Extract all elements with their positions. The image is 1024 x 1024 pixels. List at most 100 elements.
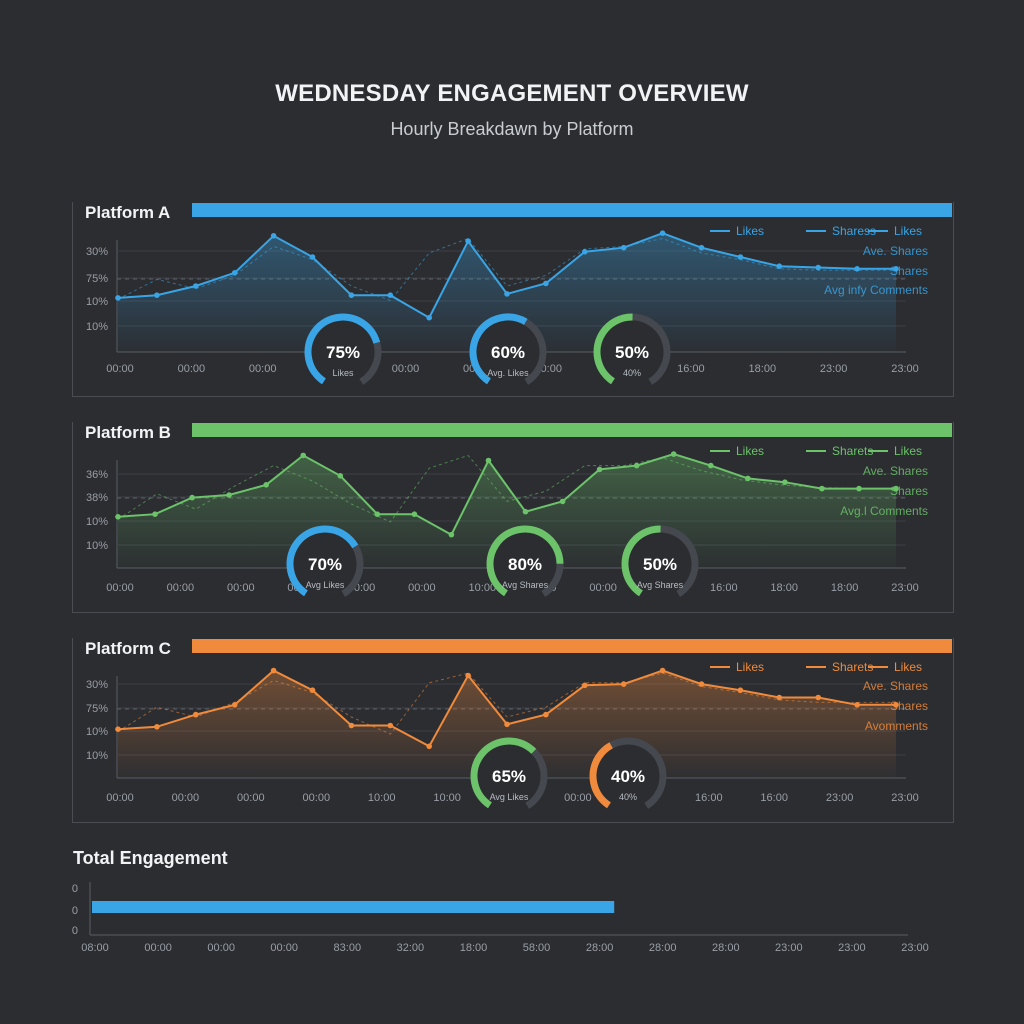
platform-c-y-tick-label: 75% [86,703,108,715]
platform-b-data-point [633,462,640,469]
platform-b-legend-label: Shares [890,484,928,498]
platform-c-legend-label: Likes [894,660,922,674]
platform-a-x-tick-label: 00:00 [106,363,134,375]
platform-c-data-point [659,667,666,674]
platform-a-legend-label: Likes [894,224,922,238]
platform-b-data-point [226,492,232,498]
platform-b-legend-label: Avg.l Comments [840,504,928,518]
platform-c-x-tick-label: 23:00 [826,792,854,804]
platform-c-legend-label: Ave. Shares [863,679,928,693]
platform-c-y-tick-label: 10% [86,750,108,762]
page-title: WEDNESDAY ENGAGEMENT OVERVIEW [275,80,749,107]
platform-a-x-tick-label: 18:00 [749,363,777,375]
platform-b-y-tick-label: 38% [86,492,108,504]
platform-c-data-point [115,726,121,732]
platform-a-y-tick-label: 10% [86,321,108,333]
platform-c-data-point [309,687,316,693]
platform-b-legend-label: Sharets [832,444,873,458]
platform-b-gauge-label: Avg Shares [637,580,684,590]
platform-b-y-tick-label: 10% [86,540,108,552]
platform-a-y-tick-label: 75% [86,273,108,285]
platform-c-x-tick-label: 23:00 [891,792,919,804]
platform-a-data-point [737,254,744,260]
platform-b-data-point [596,466,603,473]
platform-c-x-tick-label: 10:00 [433,792,461,804]
platform-b-data-point [337,473,344,479]
platform-a-legend-label: Ave. Shares [863,244,928,258]
platform-b-gauge-value: 70% [308,555,342,574]
platform-c-y-tick-label: 30% [86,679,108,691]
platform-a-data-point [348,292,355,299]
platform-a-data-point [659,230,666,236]
platform-b-data-point [374,511,381,517]
platform-b-data-point [559,498,566,505]
platform-b-secondary-series-line [117,454,896,523]
platform-a-secondary-series-line [117,237,896,302]
platform-c-x-tick-label: 00:00 [564,792,592,804]
platform-a-legend-label: Likes [736,224,764,238]
platform-c-data-point [854,702,860,708]
total-x-tick-label: 32:00 [397,942,425,954]
platform-a-data-point [154,292,160,299]
platform-a-data-point [426,314,433,321]
platform-a-legend-label: Shares [890,264,928,278]
platform-c-legend-label: Sharets [832,660,873,674]
platform-b-x-tick-label: 16:00 [710,582,738,594]
platform-b-legend-label: Likes [736,444,764,458]
total-y-tick-label: 0 [72,925,78,937]
platform-b-x-tick-label: 00:00 [106,582,134,594]
platform-b-x-tick-label: 23:00 [891,582,919,594]
platform-c-title: Platform C [85,639,171,658]
platform-b-title: Platform B [85,423,171,442]
platform-c-x-tick-label: 00:00 [172,792,200,804]
platform-b-gauge-arc [486,525,564,603]
platform-b-data-point [411,511,418,517]
platform-a-panel [72,202,954,397]
platform-c-gauge-arc [589,737,667,815]
platform-c-data-point [348,722,355,729]
platform-b-data-point [745,475,751,482]
total-x-tick-label: 23:00 [901,942,929,954]
platform-b-data-point [189,494,195,501]
platform-b-data-point [448,531,455,538]
platform-c-x-tick-label: 00:00 [303,792,331,804]
platform-a-x-tick-label: 23:00 [820,363,848,375]
platform-a-data-point [543,280,549,287]
platform-a-x-tick-label: 00:00 [249,363,277,375]
platform-b-data-point [485,457,492,464]
platform-c-data-point [737,687,744,693]
platform-a-data-point [893,266,899,272]
total-x-tick-label: 00:00 [144,942,172,954]
platform-b-gauge-label: Avg Likes [306,580,345,590]
platform-a-gauge-value: 75% [326,343,360,362]
platform-a-legend-label: Avg infy Comments [824,283,928,297]
platform-a-data-point [270,233,277,239]
platform-c-data-point [893,702,899,708]
platform-c-data-point [231,702,238,708]
platform-b-gauge-value: 50% [643,555,677,574]
platform-b-y-tick-label: 10% [86,516,108,528]
total-x-tick-label: 28:00 [712,942,740,954]
platform-b-x-tick-label: 00:00 [408,582,436,594]
platform-b-y-tick-label: 36% [86,469,108,481]
platform-b-x-tick-label: 18:00 [770,582,798,594]
platform-c-gauge-arc [470,737,548,815]
page-subtitle: Hourly Breakdawn by Platform [390,119,634,139]
platform-a-gauge-label: 40% [623,368,641,378]
platform-c-data-point [465,672,471,679]
platform-c-x-tick-label: 10:00 [368,792,396,804]
platform-a-x-tick-label: 23:00 [891,363,919,375]
platform-a-data-point [309,254,316,260]
total-x-tick-label: 18:00 [460,942,488,954]
total-x-tick-label: 00:00 [207,942,235,954]
platform-a-data-point [854,266,860,272]
total-x-tick-label: 58:00 [523,942,551,954]
platform-c-header-bar [192,639,952,653]
platform-b-x-tick-label: 00:00 [589,582,617,594]
platform-c-data-point [582,682,588,689]
platform-b-data-point [893,485,899,492]
platform-a-data-point [582,248,588,255]
platform-b-data-point [819,485,825,492]
platform-a-gauge-value: 60% [491,343,525,362]
